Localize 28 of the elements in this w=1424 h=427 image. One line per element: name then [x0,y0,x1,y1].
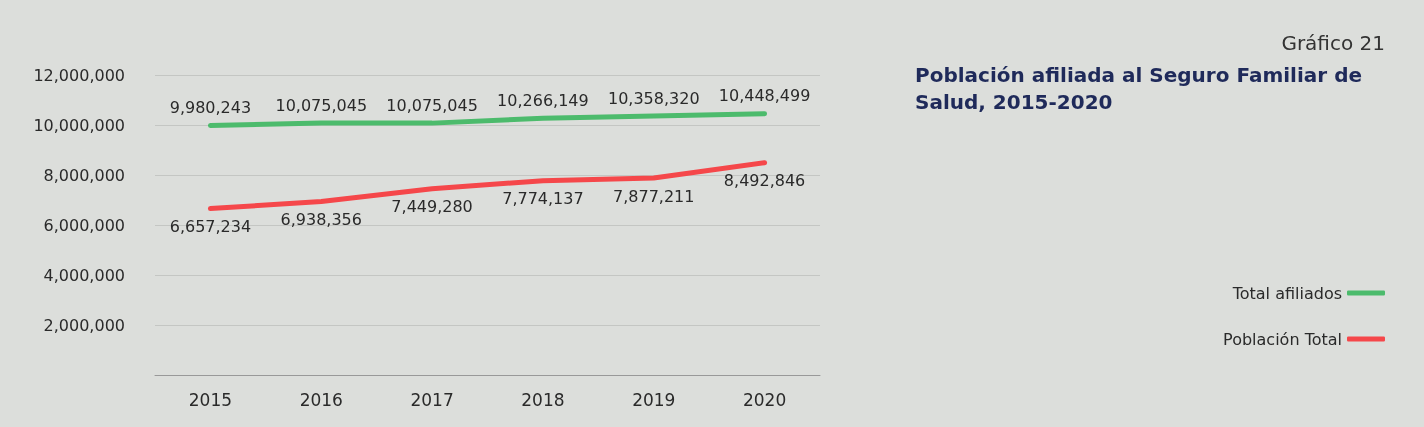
data-label: 6,938,356 [280,210,362,230]
y-tick-label: 6,000,000 [43,215,125,235]
text: Población afiliada al Seguro Familiar de Salud, 2015-2020 [915,62,1369,114]
x-tick-label: 2015 [188,389,233,410]
x-tick-label: 2019 [632,389,676,410]
y-tick-label: 10,000,000 [33,115,125,135]
y-tick-label: 2,000,000 [43,315,125,335]
x-tick-label: 2016 [299,389,343,410]
y-tick-label: 8,000,000 [43,165,125,185]
data-label: 10,075,045 [386,95,478,115]
data-label: 9,980,243 [169,97,252,117]
y-tick-label: 4,000,000 [43,265,125,285]
legend-label: Total afiliados [1231,283,1342,303]
text: Gráfico 21 [1281,31,1386,55]
x-tick-label: 2017 [410,389,454,410]
data-label: 10,448,499 [718,86,811,106]
data-label: 10,358,320 [607,88,700,108]
legend-label: Población Total [1223,329,1342,349]
x-tick-label: 2018 [521,389,565,410]
data-label: 7,774,137 [502,189,584,209]
y-tick-label: 12,000,000 [33,65,125,85]
data-label: 7,449,280 [391,197,473,217]
data-label: 6,657,234 [169,217,252,237]
data-label: 10,266,149 [497,90,589,110]
data-label: 10,075,045 [275,95,368,115]
x-tick-label: 2020 [742,389,787,410]
data-label: 8,492,846 [723,171,806,191]
data-label: 7,877,211 [613,186,695,206]
